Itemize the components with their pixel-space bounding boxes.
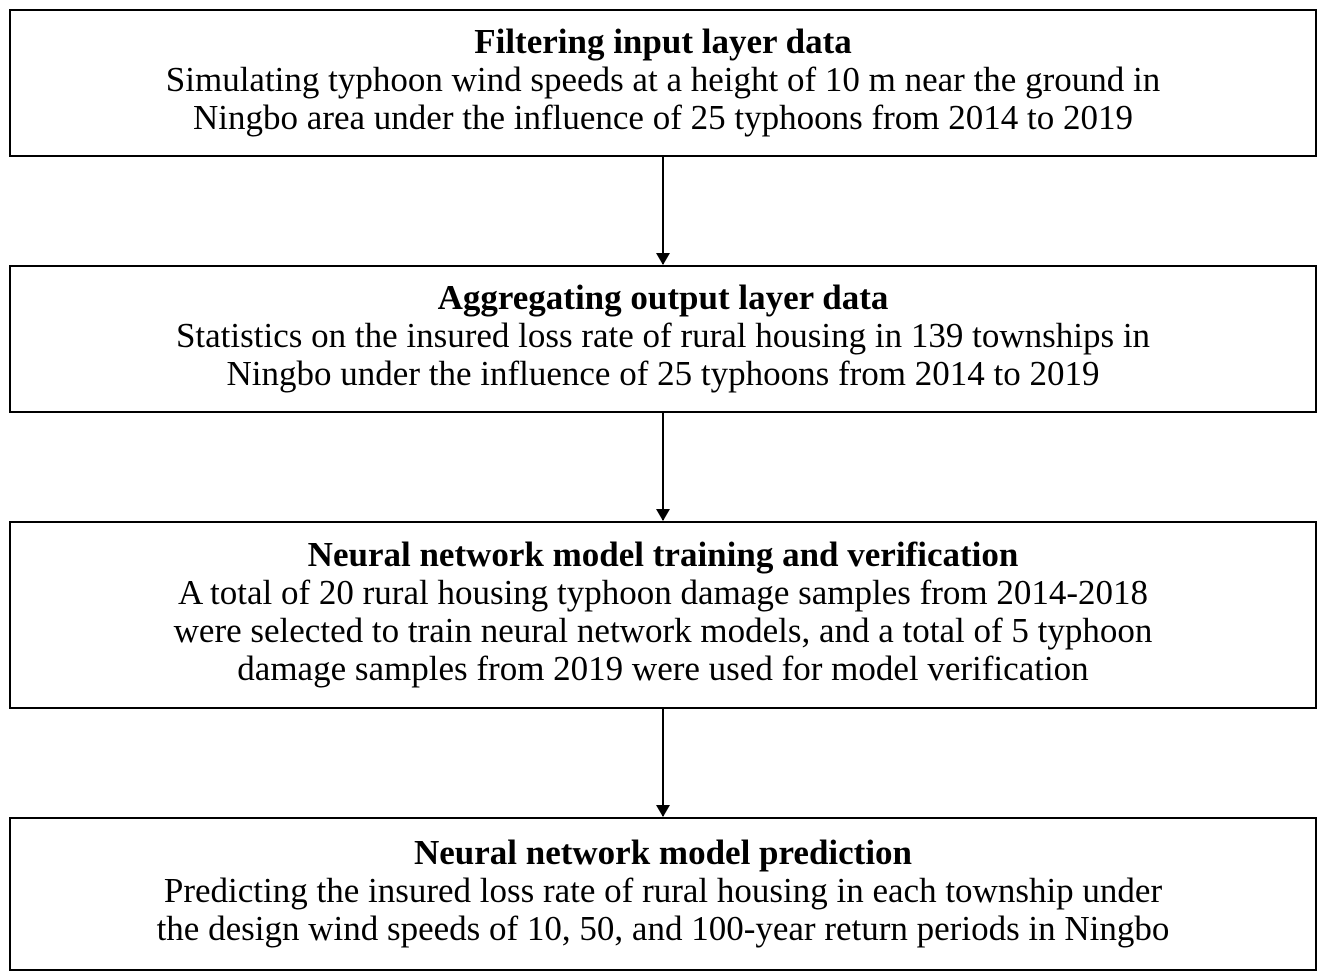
box-title: Filtering input layer data [474,22,852,61]
box-text: damage samples from 2019 were used for m… [237,649,1088,688]
process-box [9,817,1317,971]
box-text: Predicting the insured loss rate of rura… [164,871,1163,910]
box-title: Neural network model prediction [414,833,912,872]
box-text: A total of 20 rural housing typhoon dama… [178,573,1148,612]
process-box [9,521,1317,709]
box-text: Simulating typhoon wind speeds at a heig… [166,60,1160,99]
box-text: the design wind speeds of 10, 50, and 10… [157,909,1170,948]
box-title: Aggregating output layer data [438,278,889,317]
box-text: Statistics on the insured loss rate of r… [176,316,1150,355]
process-box [9,265,1317,413]
box-text: were selected to train neural network mo… [174,611,1153,650]
box-text: Ningbo area under the influence of 25 ty… [193,98,1133,137]
box-title: Neural network model training and verifi… [308,535,1019,574]
box-text: Ningbo under the influence of 25 typhoon… [227,354,1100,393]
process-box [9,9,1317,157]
